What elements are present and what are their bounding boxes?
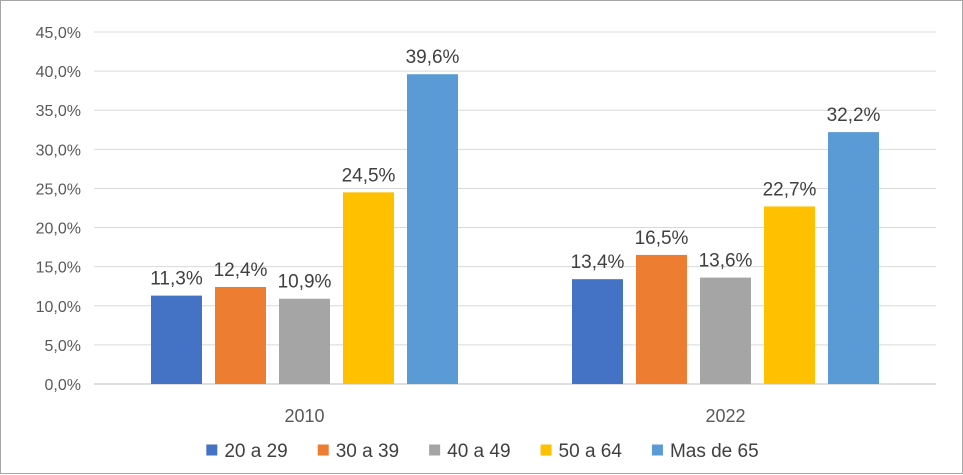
data-label: 24,5% [342,165,396,186]
bar [215,287,266,384]
bar [407,74,458,385]
bars [151,74,879,385]
legend: 20 a 29 30 a 39 40 a 49 50 a 64 Mas de 65 [206,441,759,462]
bar [764,206,815,384]
y-tick-label: 45,0% [36,25,81,42]
y-axis-tick-labels: 0,0% 5,0% 10,0% 15,0% 20,0% 25,0% 30,0% 35,0% 40… [36,25,81,394]
legend-swatch [317,444,329,456]
x-category-label: 2010 [284,406,324,426]
y-tick-label: 20,0% [36,221,81,238]
data-labels: 11,3% 12,4% 10,9% 24,5% 39,6% 13,4% 16,5% 13,6%… [150,47,880,292]
legend-label: 30 a 39 [336,441,399,462]
data-label: 13,4% [571,252,625,273]
legend-label: Mas de 65 [670,441,759,462]
bar [828,132,879,384]
data-label: 10,9% [278,272,332,293]
bar [151,295,202,384]
legend-label: 40 a 49 [447,441,510,462]
data-label: 13,6% [699,251,753,272]
y-tick-label: 25,0% [36,181,81,198]
y-tick-label: 40,0% [36,64,81,81]
x-category-label: 2022 [705,406,745,426]
data-label: 39,6% [406,47,460,68]
legend-label: 50 a 64 [559,441,623,462]
bar [343,192,394,384]
x-axis-category-labels: 2010 2022 [284,406,745,426]
data-label: 11,3% [150,269,203,290]
y-tick-label: 15,0% [36,260,81,277]
bar [279,298,330,384]
data-label: 32,2% [827,105,881,126]
data-label: 12,4% [214,260,268,281]
legend-swatch [429,444,441,456]
y-tick-label: 10,0% [36,299,81,316]
data-label: 22,7% [763,179,817,200]
data-label: 16,5% [635,228,689,249]
bar [636,254,687,384]
legend-swatch [540,444,552,456]
bar [700,277,751,384]
legend-label: 20 a 29 [224,441,287,462]
y-tick-label: 35,0% [36,103,81,120]
y-tick-label: 5,0% [45,338,81,355]
legend-swatch [206,444,218,456]
legend-swatch [651,444,663,456]
y-tick-label: 0,0% [45,377,81,394]
y-tick-label: 30,0% [36,142,81,159]
bar [572,279,623,384]
